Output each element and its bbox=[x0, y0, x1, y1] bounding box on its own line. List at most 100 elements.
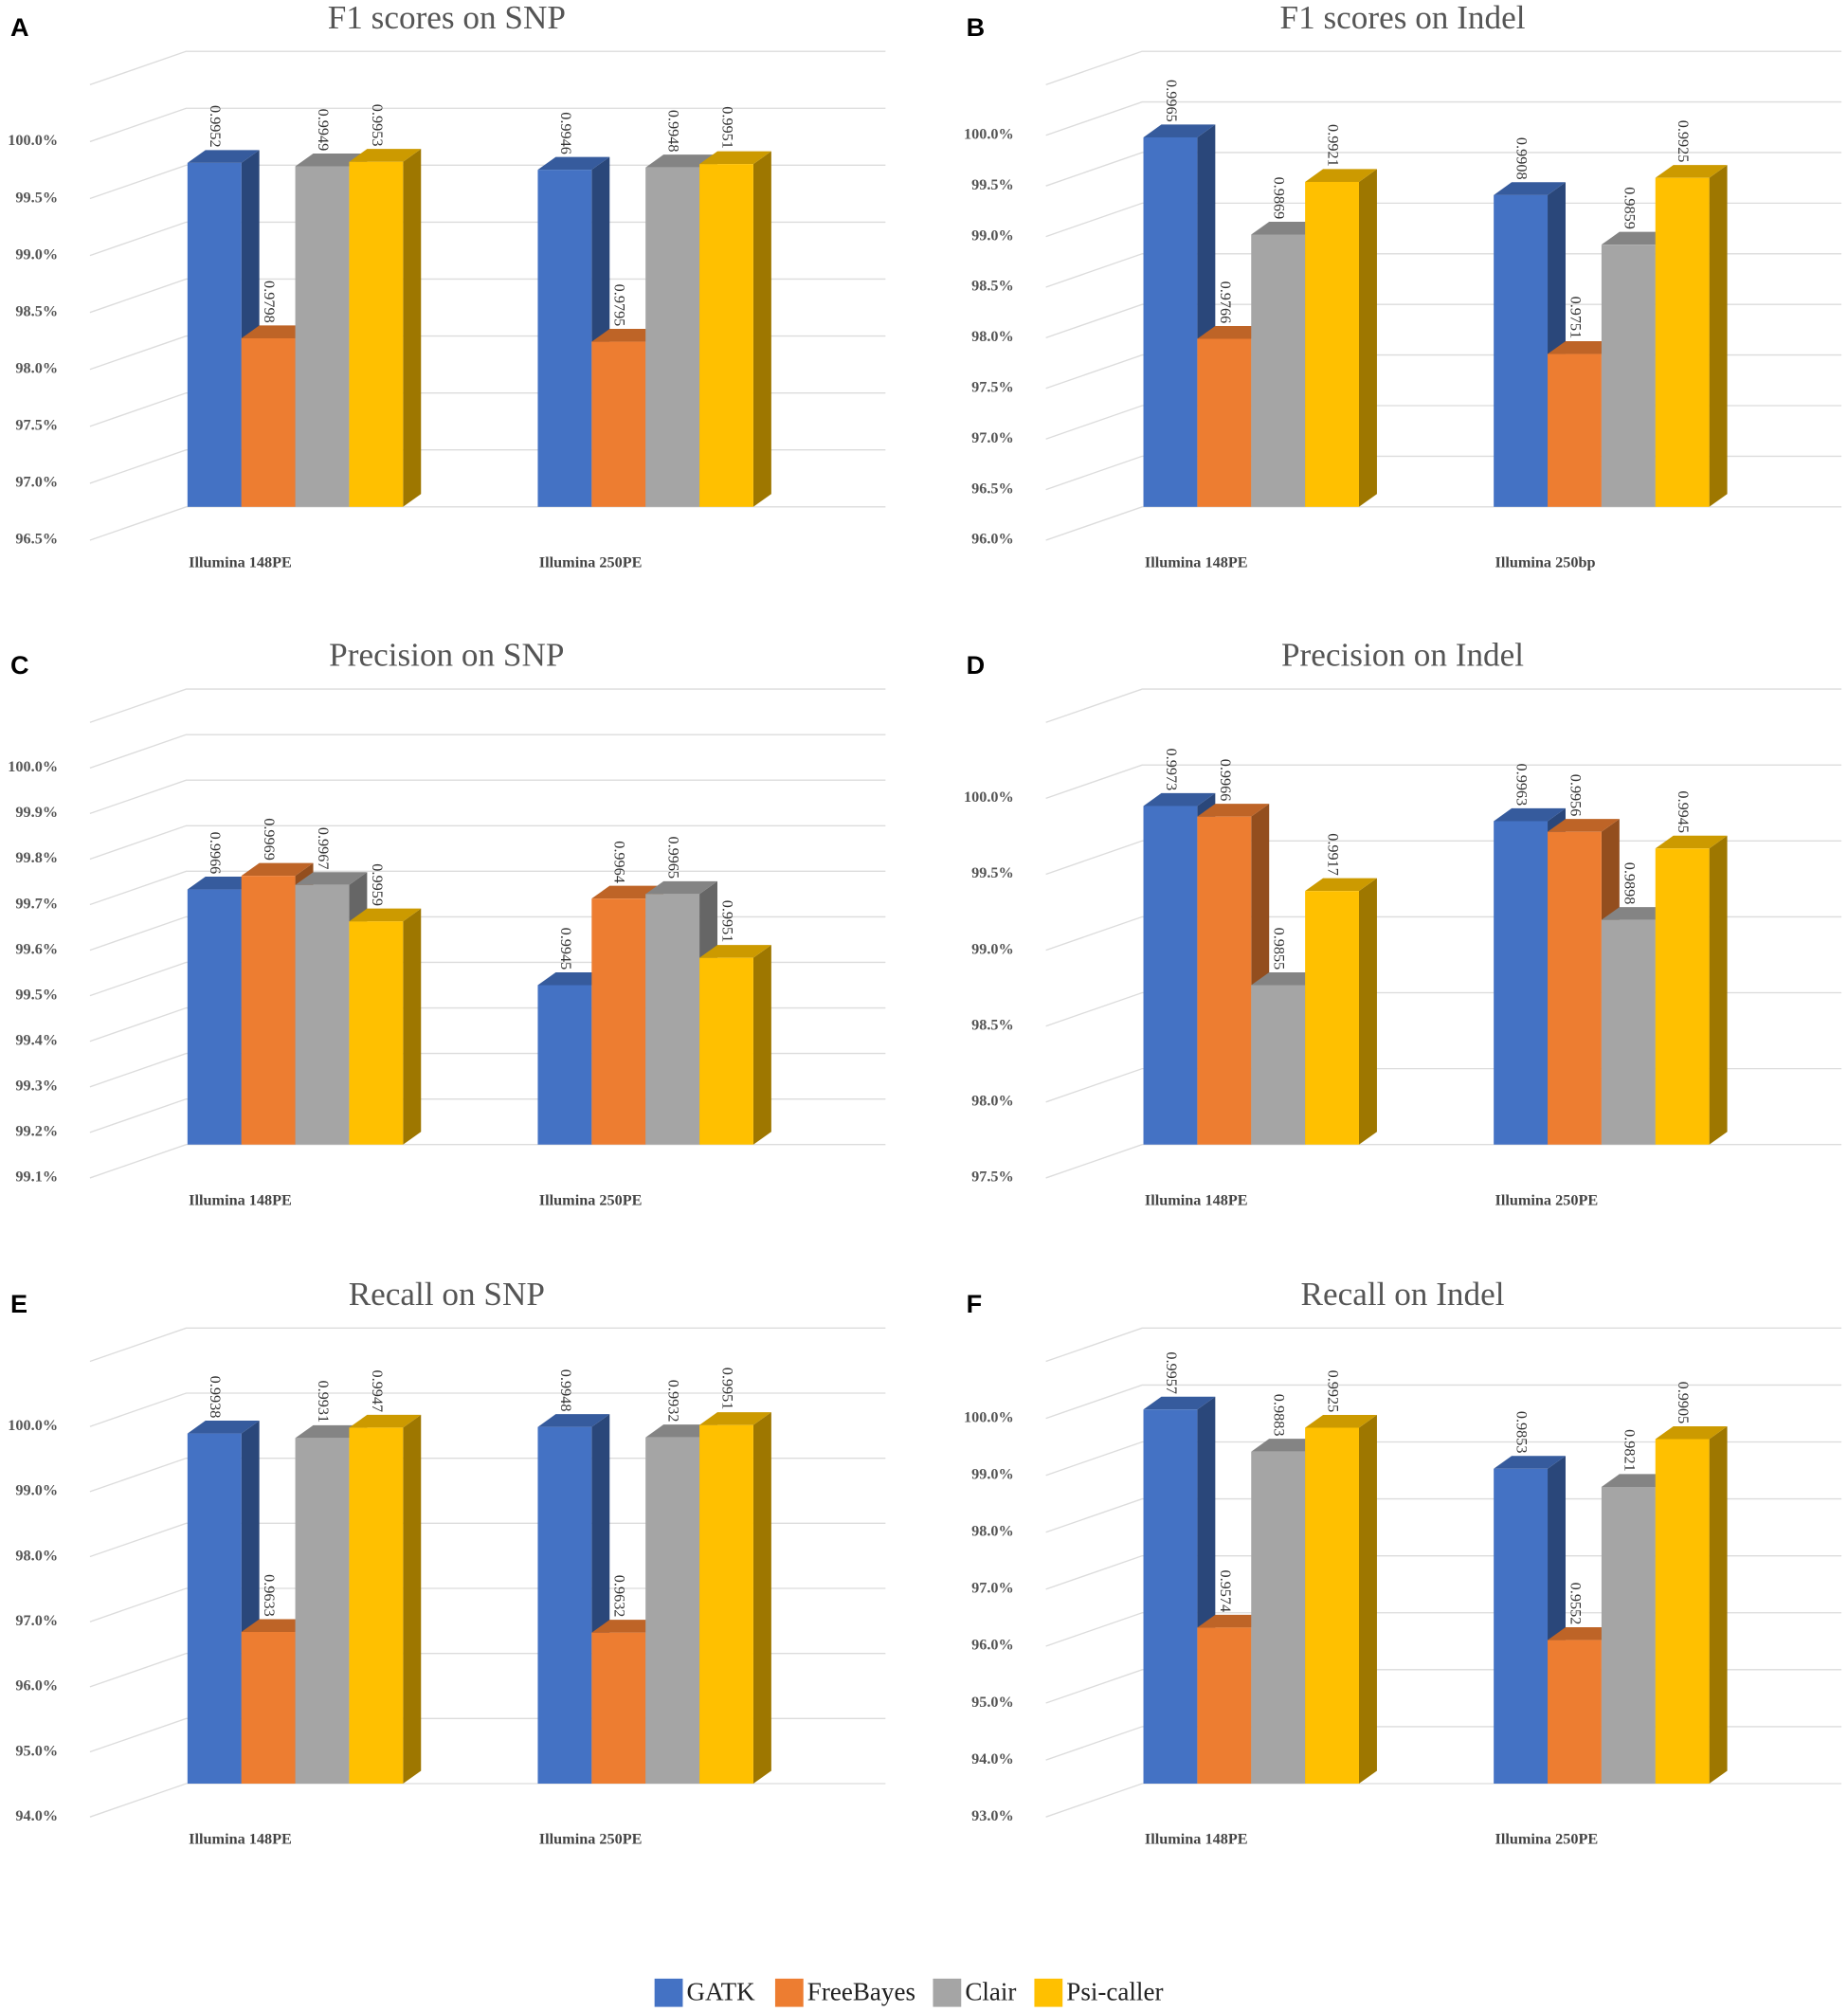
x-tick-label: Illumina 250PE bbox=[539, 1191, 643, 1208]
wall-frame bbox=[89, 1327, 886, 1363]
y-tick-label: 99.8% bbox=[15, 849, 58, 866]
bar-side bbox=[752, 945, 771, 1145]
bar-side bbox=[752, 151, 771, 507]
panel-letter: F bbox=[967, 1289, 983, 1318]
y-tick-label: 98.0% bbox=[15, 1547, 58, 1564]
bar-top bbox=[1305, 1414, 1377, 1428]
y-tick-label: 99.5% bbox=[15, 189, 58, 206]
bar bbox=[295, 1438, 350, 1784]
y-tick-label: 100.0% bbox=[964, 1408, 1014, 1425]
bar bbox=[1143, 806, 1198, 1145]
bar-top bbox=[1655, 165, 1728, 178]
y-tick-label: 100.0% bbox=[964, 788, 1014, 806]
bar bbox=[187, 1433, 242, 1784]
y-tick-label: 100.0% bbox=[8, 132, 58, 149]
bar bbox=[645, 1437, 700, 1784]
y-tick-label: 99.5% bbox=[971, 864, 1014, 881]
bar bbox=[699, 957, 753, 1145]
wall-frame bbox=[89, 688, 886, 723]
y-tick-label: 99.0% bbox=[971, 940, 1014, 957]
y-tick-label: 98.0% bbox=[971, 328, 1014, 345]
bar bbox=[349, 1427, 404, 1784]
grid-line bbox=[1045, 764, 1842, 800]
value-label: 0.9952 bbox=[207, 105, 224, 148]
y-tick-label: 100.0% bbox=[8, 758, 58, 775]
value-label: 0.9869 bbox=[1271, 177, 1288, 220]
bar bbox=[1548, 1640, 1602, 1784]
grid-line bbox=[1045, 100, 1842, 136]
bar bbox=[187, 889, 242, 1145]
bar bbox=[241, 876, 296, 1145]
y-tick-label: 96.5% bbox=[971, 480, 1014, 497]
grid-line bbox=[1045, 1783, 1842, 1818]
bar-top bbox=[1305, 878, 1377, 892]
legend-label: FreeBayes bbox=[807, 1977, 915, 2005]
y-tick-label: 96.5% bbox=[15, 531, 58, 548]
bar bbox=[1655, 848, 1710, 1145]
y-tick-label: 99.7% bbox=[15, 895, 58, 912]
chart-panel: B F1 scores on Indel 96.0% 96.5% 97.0% 97.5% 9… bbox=[964, 0, 1842, 571]
value-label: 0.9859 bbox=[1621, 187, 1638, 229]
x-tick-label: Illumina 250PE bbox=[1495, 1191, 1599, 1208]
x-tick-label: Illumina 250PE bbox=[539, 1831, 643, 1848]
chart-title: Precision on SNP bbox=[329, 637, 564, 674]
value-label: 0.9917 bbox=[1324, 833, 1341, 876]
x-tick-label: Illumina 148PE bbox=[1145, 1831, 1248, 1848]
bar bbox=[699, 1424, 753, 1784]
chart-panel: D Precision on Indel 97.5% 98.0% 98.5% 99.0% 9… bbox=[964, 637, 1842, 1208]
y-tick-label: 99.6% bbox=[15, 940, 58, 957]
value-label: 0.9951 bbox=[718, 900, 735, 943]
bar-top bbox=[1494, 1456, 1566, 1469]
value-label: 0.9959 bbox=[369, 863, 386, 906]
y-tick-label: 94.0% bbox=[971, 1750, 1014, 1767]
y-tick-label: 96.0% bbox=[15, 1677, 58, 1695]
bar bbox=[295, 884, 350, 1145]
value-label: 0.9905 bbox=[1675, 1382, 1692, 1424]
bar bbox=[1601, 919, 1656, 1145]
panel-letter: A bbox=[10, 12, 29, 42]
wall-frame bbox=[1045, 688, 1842, 723]
bar bbox=[1251, 1451, 1306, 1784]
value-label: 0.9766 bbox=[1217, 281, 1234, 324]
bar-side bbox=[403, 149, 422, 507]
value-label: 0.9855 bbox=[1271, 928, 1288, 970]
value-label: 0.9921 bbox=[1324, 124, 1341, 167]
x-tick-label: Illumina 148PE bbox=[1145, 1191, 1248, 1208]
x-tick-label: Illumina 250PE bbox=[1495, 1831, 1599, 1848]
value-label: 0.9948 bbox=[665, 110, 682, 153]
legend-label: Clair bbox=[965, 1977, 1016, 2005]
chart-title: F1 scores on Indel bbox=[1280, 0, 1526, 36]
y-tick-label: 98.5% bbox=[15, 302, 58, 319]
bar-top bbox=[187, 150, 260, 163]
value-label: 0.9947 bbox=[369, 1369, 386, 1412]
bar-side bbox=[1358, 169, 1377, 507]
y-tick-label: 96.0% bbox=[971, 1637, 1014, 1654]
bar-top bbox=[645, 880, 718, 895]
value-label: 0.9632 bbox=[611, 1575, 628, 1618]
grid-line bbox=[1045, 1441, 1842, 1477]
y-tick-label: 97.0% bbox=[15, 1612, 58, 1629]
bar-top bbox=[1655, 835, 1728, 849]
bar bbox=[241, 1632, 296, 1784]
y-tick-label: 99.2% bbox=[15, 1123, 58, 1140]
x-tick-label: Illumina 148PE bbox=[189, 1191, 292, 1208]
legend-swatch bbox=[1034, 1978, 1063, 2007]
bar bbox=[349, 921, 404, 1145]
bar bbox=[1305, 891, 1359, 1145]
y-tick-label: 97.5% bbox=[971, 379, 1014, 396]
bar-side bbox=[1358, 1414, 1377, 1784]
y-tick-label: 100.0% bbox=[964, 126, 1014, 143]
bar-top bbox=[349, 1414, 422, 1428]
y-tick-label: 97.5% bbox=[971, 1169, 1014, 1186]
bar-top bbox=[699, 1412, 771, 1425]
value-label: 0.9552 bbox=[1567, 1583, 1584, 1625]
bar bbox=[1251, 985, 1306, 1145]
value-label: 0.9966 bbox=[207, 832, 224, 875]
value-label: 0.9965 bbox=[665, 836, 682, 879]
x-tick-label: Illumina 148PE bbox=[189, 553, 292, 571]
bar bbox=[591, 341, 646, 507]
value-label: 0.9969 bbox=[261, 818, 278, 861]
value-label: 0.9574 bbox=[1217, 1569, 1234, 1612]
bar-top bbox=[187, 1421, 260, 1434]
